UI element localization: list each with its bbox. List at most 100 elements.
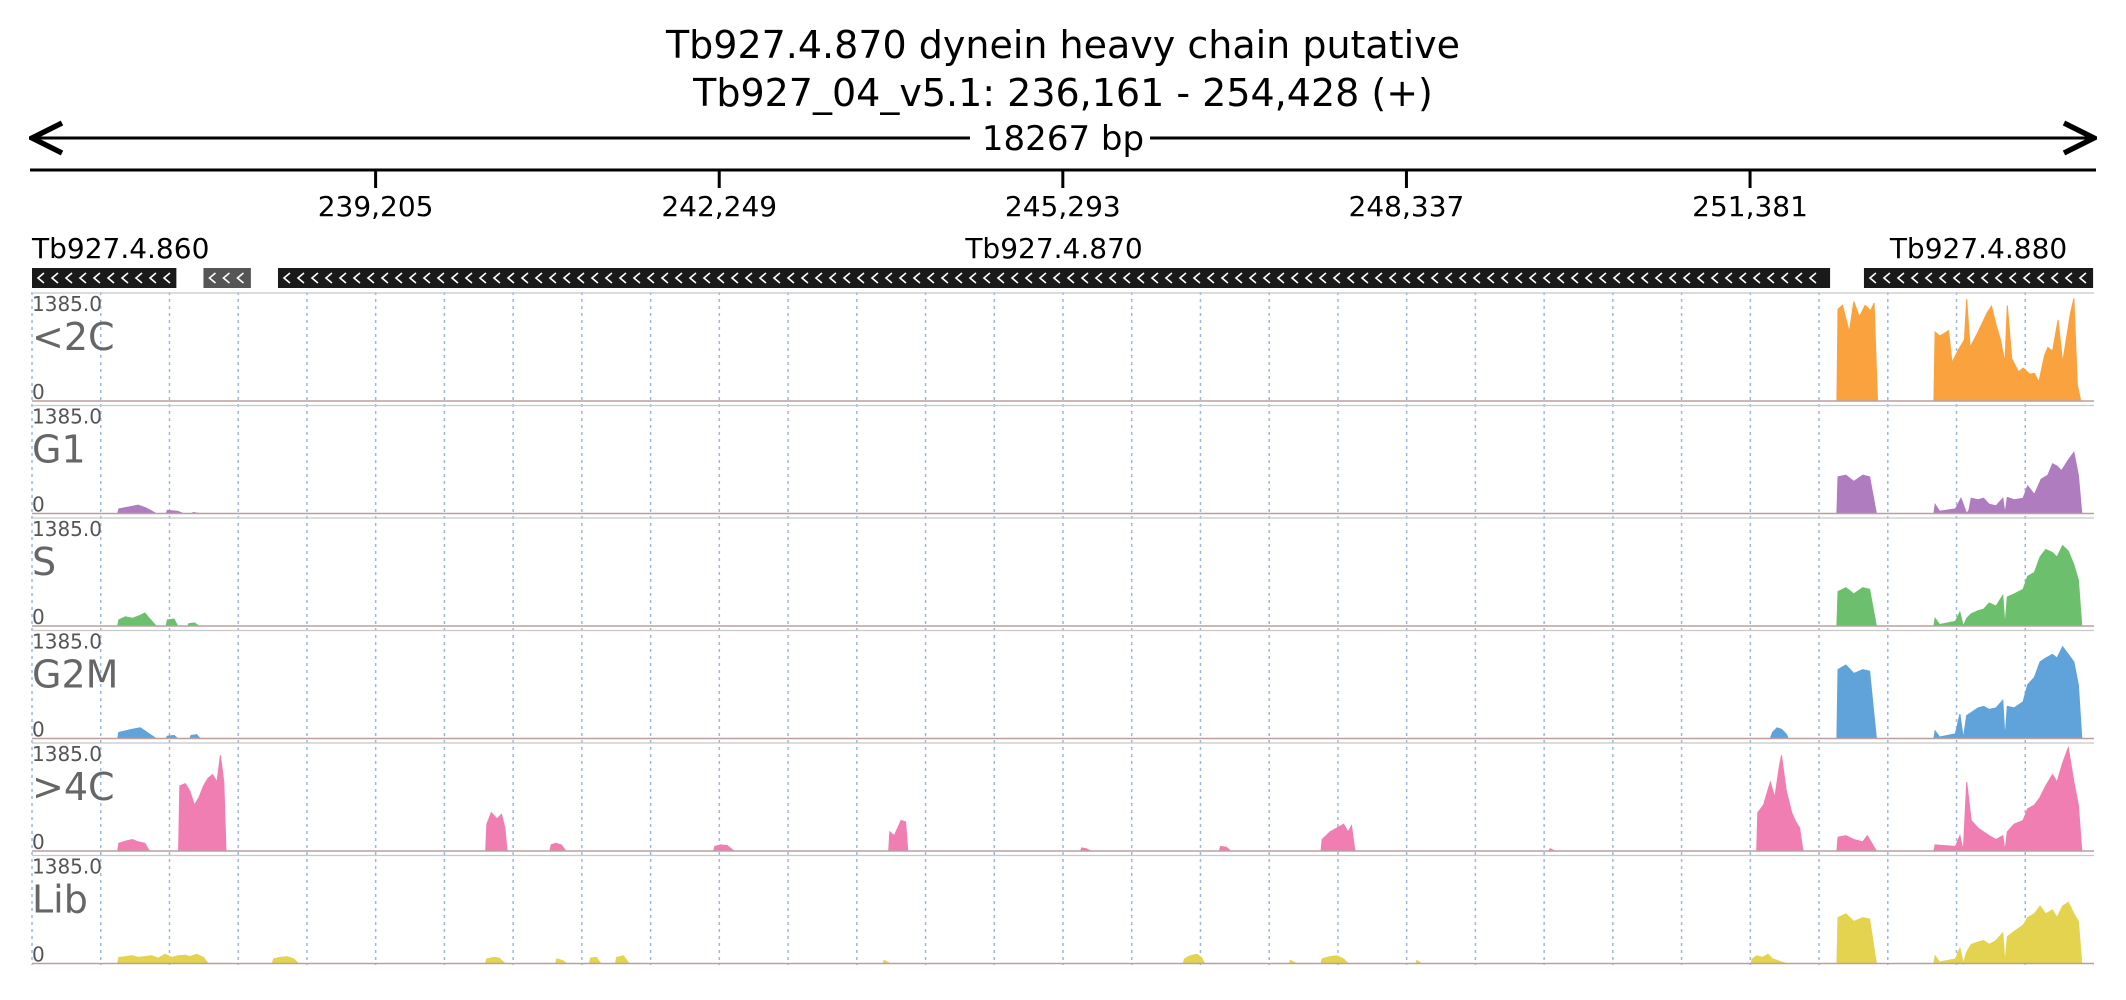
strand-chevron <box>78 272 87 284</box>
strand-chevron <box>744 272 753 284</box>
strand-chevron <box>1766 272 1775 284</box>
strand-chevron <box>1696 272 1705 284</box>
strand-chevron <box>1304 272 1313 284</box>
strand-chevron <box>324 272 333 284</box>
strand-chevron <box>884 272 893 284</box>
strand-chevron <box>1952 272 1961 284</box>
strand-chevron <box>1896 272 1905 284</box>
coverage-area <box>1836 298 2082 402</box>
track-ymax-label: 1385.0 <box>32 855 102 879</box>
chart-subtitle: Tb927_04_v5.1: 236,161 - 254,428 (+) <box>692 71 1433 115</box>
strand-chevron <box>786 272 795 284</box>
track-name: >4C <box>32 765 115 809</box>
strand-chevron <box>2022 272 2031 284</box>
strand-chevron <box>450 272 459 284</box>
strand-chevron <box>842 272 851 284</box>
strand-chevron <box>478 272 487 284</box>
strand-chevron <box>730 272 739 284</box>
track-ymax-label: 1385.0 <box>32 517 102 541</box>
track-ymin-label: 0 <box>32 605 45 629</box>
strand-chevron <box>36 272 45 284</box>
strand-chevron <box>898 272 907 284</box>
strand-chevron <box>436 272 445 284</box>
track-ymax-label: 1385.0 <box>32 405 102 429</box>
strand-chevron <box>576 272 585 284</box>
strand-chevron <box>1598 272 1607 284</box>
strand-chevron <box>1178 272 1187 284</box>
strand-chevron <box>1808 272 1817 284</box>
strand-chevron <box>106 272 115 284</box>
strand-chevron <box>604 272 613 284</box>
chart-title: Tb927.4.870 dynein heavy chain putative <box>665 23 1460 67</box>
gene-label: Tb927.4.870 <box>964 232 1142 265</box>
strand-chevron <box>702 272 711 284</box>
coverage-area <box>117 745 2083 852</box>
strand-chevron <box>2078 272 2087 284</box>
strand-chevron <box>1780 272 1789 284</box>
strand-chevron <box>814 272 823 284</box>
strand-chevron <box>828 272 837 284</box>
x-tick-label: 251,381 <box>1692 190 1808 223</box>
strand-chevron <box>1570 272 1579 284</box>
strand-chevron <box>50 272 59 284</box>
strand-chevron <box>352 272 361 284</box>
strand-chevron <box>1024 272 1033 284</box>
strand-chevron <box>758 272 767 284</box>
strand-chevron <box>940 272 949 284</box>
strand-chevron <box>1430 272 1439 284</box>
strand-chevron <box>954 272 963 284</box>
strand-chevron <box>1882 272 1891 284</box>
strand-chevron <box>1206 272 1215 284</box>
gene-block <box>1863 268 2094 288</box>
strand-chevron <box>1458 272 1467 284</box>
strand-chevron <box>1910 272 1919 284</box>
strand-chevron <box>282 272 291 284</box>
strand-chevron <box>1868 272 1877 284</box>
strand-chevron <box>1626 272 1635 284</box>
strand-chevron <box>310 272 319 284</box>
strand-chevron <box>236 272 244 284</box>
strand-chevron <box>800 272 809 284</box>
strand-chevron <box>1192 272 1201 284</box>
strand-chevron <box>1724 272 1733 284</box>
strand-chevron <box>912 272 921 284</box>
track-ymin-label: 0 <box>32 830 45 854</box>
strand-chevron <box>1654 272 1663 284</box>
strand-chevron <box>506 272 515 284</box>
strand-chevron <box>1994 272 2003 284</box>
track-ymin-label: 0 <box>32 380 45 404</box>
gene-track: Tb927.4.860 Tb927.4.870 Tb927.4.880 <box>31 232 2094 288</box>
strand-chevron <box>1542 272 1551 284</box>
strand-chevron <box>1038 272 1047 284</box>
strand-chevron <box>1938 272 1947 284</box>
strand-chevron <box>968 272 977 284</box>
strand-chevron <box>1682 272 1691 284</box>
strand-chevron <box>492 272 501 284</box>
strand-chevron <box>856 272 865 284</box>
strand-chevron <box>520 272 529 284</box>
strand-chevron <box>1164 272 1173 284</box>
strand-chevron <box>716 272 725 284</box>
strand-chevron <box>926 272 935 284</box>
strand-chevron <box>982 272 991 284</box>
strand-chevron <box>148 272 157 284</box>
strand-chevron <box>1738 272 1747 284</box>
gridlines <box>31 292 2027 965</box>
strand-chevron <box>422 272 431 284</box>
strand-chevron <box>1150 272 1159 284</box>
strand-chevron <box>1080 272 1089 284</box>
track-name: G1 <box>32 428 86 472</box>
strand-chevron <box>1360 272 1369 284</box>
track-ymin-label: 0 <box>32 493 45 517</box>
strand-chevron <box>162 272 171 284</box>
strand-chevron <box>1374 272 1383 284</box>
strand-chevron <box>222 272 230 284</box>
strand-chevron <box>408 272 417 284</box>
strand-chevron <box>366 272 375 284</box>
coverage-area <box>117 901 2083 966</box>
x-tick-label: 245,293 <box>1005 190 1121 223</box>
strand-chevron <box>1108 272 1117 284</box>
strand-chevron <box>464 272 473 284</box>
coverage-area <box>117 544 2083 628</box>
x-tick-label: 239,205 <box>318 190 434 223</box>
